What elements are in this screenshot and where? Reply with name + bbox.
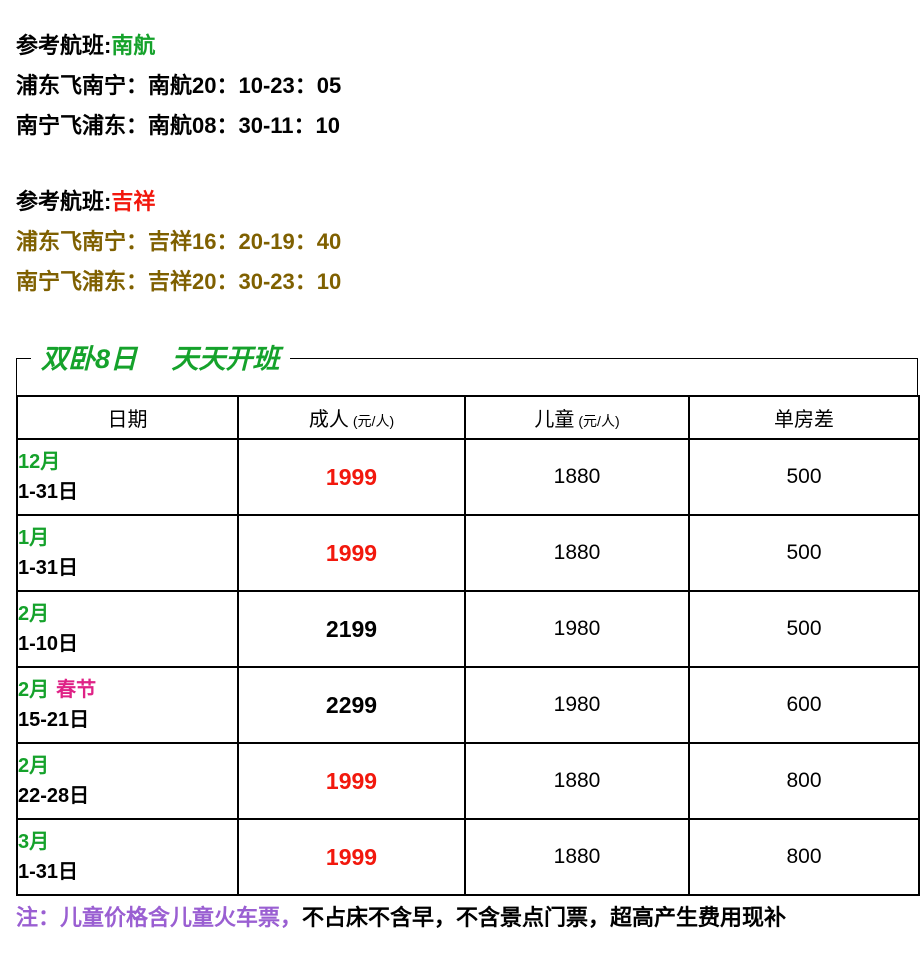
date-cell: 12月 1-31日 [16,438,239,516]
page: 参考航班:南航 浦东飞南宁：南航20：10-23：05 南宁飞浦东：南航08：3… [16,26,920,935]
airline-name: 南航 [111,33,156,58]
holiday-label: 春节 [56,679,97,701]
date-range: 1-31日 [18,861,79,883]
month-label: 1月 [18,527,50,549]
single-room-supplement: 600 [688,666,920,744]
header-child-unit: (元/人) [578,413,620,429]
header-single-supplement: 单房差 [688,395,920,440]
child-price: 1980 [464,666,690,744]
adult-price: 1999 [237,438,466,516]
single-room-supplement: 500 [688,514,920,592]
header-adult: 成人 (元/人) [237,395,466,440]
child-price: 1880 [464,438,690,516]
flight-line-return: 南宁飞浦东：南航08：30-11：10 [16,113,340,138]
flight-line-outbound: 浦东飞南宁：吉祥16：20-19：40 [16,229,342,254]
child-price: 1980 [464,590,690,668]
child-price: 1880 [464,818,690,896]
single-room-supplement: 800 [688,818,920,896]
month-label: 2月 [18,755,50,777]
flight-heading: 参考航班:吉祥 [16,182,918,222]
flight-section-juneyao: 参考航班:吉祥 浦东飞南宁：吉祥16：20-19：40 南宁飞浦东：吉祥20：3… [16,182,918,302]
header-single-supplement-label: 单房差 [774,409,834,431]
adult-price: 1999 [237,742,466,820]
price-table-body: 12月 1-31日 1999 1880 500 1月 1-31日 1999 1880 500 2月 1… [16,438,920,896]
price-row: 12月 1-31日 1999 1880 500 [16,438,920,516]
price-row: 2月 22-28日 1999 1880 800 [16,742,920,820]
panel-title: 双卧8日 天天开班 [31,338,290,380]
month-label: 12月 [18,451,61,473]
flight-section-nanhang: 参考航班:南航 浦东飞南宁：南航20：10-23：05 南宁飞浦东：南航08：3… [16,26,918,146]
date-cell: 2月 春节 15-21日 [16,666,239,744]
airline-name: 吉祥 [111,189,156,214]
date-range: 1-10日 [18,633,79,655]
adult-price: 2299 [237,666,466,744]
child-price: 1880 [464,742,690,820]
flight-heading-prefix: 参考航班: [16,189,112,214]
adult-price: 2199 [237,590,466,668]
date-cell: 2月 1-10日 [16,590,239,668]
flight-line-outbound: 浦东飞南宁：南航20：10-23：05 [16,73,342,98]
header-date: 日期 [16,395,239,440]
month-label: 2月 [18,679,50,701]
month-label: 2月 [18,603,50,625]
header-child-label: 儿童 [534,409,575,431]
adult-price: 1999 [237,818,466,896]
month-label: 3月 [18,831,50,853]
date-range: 22-28日 [18,785,90,807]
date-cell: 3月 1-31日 [16,818,239,896]
date-range: 15-21日 [18,709,90,731]
header-date-label: 日期 [107,409,148,431]
price-table: 日期 成人 (元/人) 儿童 (元/人) 单房差 12月 1-31日 1999 1880 5… [16,395,920,896]
single-room-supplement: 500 [688,438,920,516]
date-cell: 1月 1-31日 [16,514,239,592]
child-price: 1880 [464,514,690,592]
flight-heading: 参考航班:南航 [16,26,918,66]
price-table-header-row: 日期 成人 (元/人) 儿童 (元/人) 单房差 [16,395,920,440]
single-room-supplement: 800 [688,742,920,820]
price-row: 2月 1-10日 2199 1980 500 [16,590,920,668]
header-adult-label: 成人 [308,409,349,431]
flight-heading-prefix: 参考航班: [16,33,112,58]
price-row: 3月 1-31日 1999 1880 800 [16,818,920,896]
flight-line-return: 南宁飞浦东：吉祥20：30-23：10 [16,269,342,294]
price-row: 1月 1-31日 1999 1880 500 [16,514,920,592]
date-cell: 2月 22-28日 [16,742,239,820]
adult-price: 1999 [237,514,466,592]
price-row: 2月 春节 15-21日 2299 1980 600 [16,666,920,744]
single-room-supplement: 500 [688,590,920,668]
date-range: 1-31日 [18,481,79,503]
footnote-rest: 不占床不含早，不含景点门票，超高产生费用现补 [302,905,787,930]
footnote-highlight: 注：儿童价格含儿童火车票， [16,905,303,930]
header-adult-unit: (元/人) [352,413,395,429]
footnote: 注：儿童价格含儿童火车票，不占床不含早，不含景点门票，超高产生费用现补 [16,901,918,935]
header-child: 儿童 (元/人) [464,395,690,440]
price-panel: 双卧8日 天天开班 日期 成人 (元/人) 儿童 (元/人) 单房差 12月 1-31… [16,338,920,896]
date-range: 1-31日 [18,557,79,579]
